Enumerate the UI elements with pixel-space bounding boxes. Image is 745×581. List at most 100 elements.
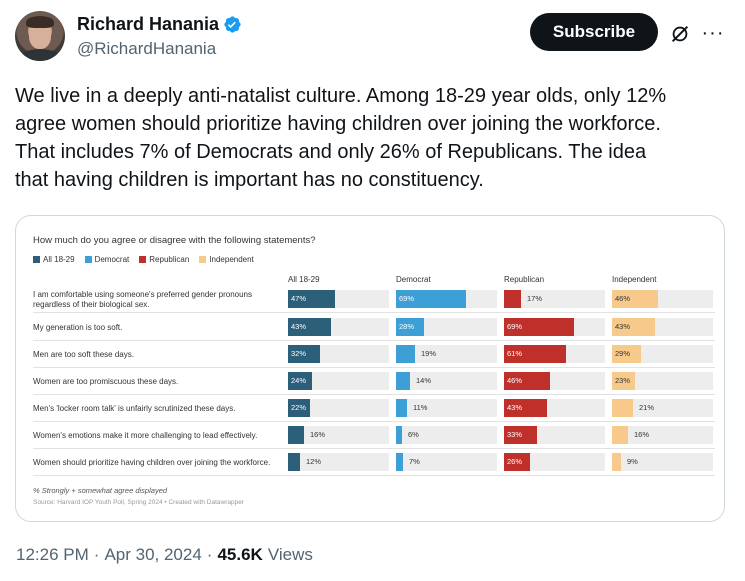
column-header: Republican: [504, 275, 545, 284]
bar-value-label: 26%: [507, 457, 523, 466]
bar: [288, 318, 331, 336]
views-label: Views: [267, 545, 313, 564]
bar-track: 46%: [504, 372, 605, 390]
bar: [612, 372, 635, 390]
timestamp-date[interactable]: Apr 30, 2024: [104, 545, 202, 564]
bar: [288, 345, 320, 363]
legend-item: Republican: [139, 255, 189, 264]
bar-value-label: 19%: [421, 349, 437, 358]
tweet-line: That includes 7% of Democrats and only 2…: [15, 141, 647, 163]
bar-track: 43%: [504, 399, 605, 417]
row-divider: [33, 394, 715, 395]
bar: [504, 318, 574, 336]
bar-value-label: 14%: [416, 376, 432, 385]
bar-track: 9%: [612, 453, 713, 471]
bar: [396, 399, 407, 417]
tweet-header: Richard Hanania @RichardHanania Subscrib…: [15, 11, 730, 63]
row-divider: [33, 448, 715, 449]
timestamp-time[interactable]: 12:26 PM: [16, 545, 89, 564]
bar: [396, 453, 403, 471]
tweet-line: We live in a deeply anti-natalist cultur…: [15, 85, 667, 107]
bar-track: 46%: [612, 290, 713, 308]
row-divider: [33, 340, 715, 341]
row-label: Men are too soft these days.: [33, 341, 283, 368]
column-header: Democrat: [396, 275, 431, 284]
legend-swatch: [199, 256, 207, 263]
row-label-line: I am comfortable using someone's preferr…: [33, 289, 252, 299]
bar-value-label: 17%: [527, 294, 543, 303]
bar-track: 33%: [504, 426, 605, 444]
bar: [504, 426, 537, 444]
tweet-text: We live in a deeply anti-natalist cultur…: [15, 82, 730, 194]
meta-separator: ·: [93, 545, 100, 564]
chart-row: Men are too soft these days. 32% 19% 61% 29%: [33, 341, 715, 368]
bar-track: 69%: [504, 318, 605, 336]
bar-value-label: 16%: [310, 430, 326, 439]
legend-swatch: [33, 256, 40, 263]
bar: [504, 453, 530, 471]
handle[interactable]: @RichardHanania: [77, 39, 217, 58]
bar-value-label: 43%: [507, 403, 523, 412]
bar-track: 47%: [288, 290, 389, 308]
row-divider: [33, 475, 715, 476]
bar-track: 29%: [612, 345, 713, 363]
bar-track: 22%: [288, 399, 389, 417]
legend-label: All 18-29: [43, 255, 75, 264]
row-label-line: My generation is too soft.: [33, 322, 123, 332]
more-options-icon[interactable]: ···: [701, 21, 725, 44]
legend-label: Republican: [149, 255, 190, 264]
chart-legend: All 18-29 Democrat Republican Independen…: [33, 255, 254, 264]
bar-value-label: 33%: [507, 430, 523, 439]
chart-row: Women are too promiscuous these days. 24%…: [33, 368, 715, 395]
bar: [396, 318, 424, 336]
display-name[interactable]: Richard Hanania: [77, 14, 220, 34]
bar-value-label: 24%: [291, 376, 307, 385]
row-label: My generation is too soft.: [33, 314, 283, 341]
bar: [612, 426, 628, 444]
chart-row: Women's emotions make it more challengin…: [33, 422, 715, 449]
bar-value-label: 69%: [507, 322, 523, 331]
bar-track: 12%: [288, 453, 389, 471]
column-header: Independent: [612, 275, 657, 284]
bar: [612, 345, 641, 363]
bar-value-label: 21%: [639, 403, 655, 412]
row-label-line: Men are too soft these days.: [33, 349, 134, 359]
bar-track: 6%: [396, 426, 497, 444]
row-label-line: Women's emotions make it more challengin…: [33, 430, 258, 440]
legend-swatch: [84, 256, 92, 263]
legend-label: Independent: [209, 255, 254, 264]
row-label-line: Women should prioritize having children …: [33, 457, 271, 467]
bar-track: 61%: [504, 345, 605, 363]
bar-value-label: 28%: [399, 322, 415, 331]
bar: [612, 318, 655, 336]
row-label-line: Men's 'locker room talk' is unfairly scr…: [33, 403, 236, 413]
bar-value-label: 23%: [615, 376, 631, 385]
bar-track: 28%: [396, 318, 497, 336]
bar-value-label: 9%: [627, 457, 638, 466]
subscribe-button[interactable]: Subscribe: [530, 13, 658, 51]
grok-icon[interactable]: [669, 23, 691, 45]
chart-row: Men's 'locker room talk' is unfairly scr…: [33, 395, 715, 422]
legend-item: Independent: [199, 255, 254, 264]
row-divider: [33, 367, 715, 368]
bar: [612, 453, 621, 471]
bar: [288, 372, 312, 390]
bar-track: 32%: [288, 345, 389, 363]
avatar[interactable]: [15, 11, 65, 61]
bar-value-label: 16%: [634, 430, 650, 439]
bar-track: 21%: [612, 399, 713, 417]
row-label-line: Women are too promiscuous these days.: [33, 376, 179, 386]
chart-row: My generation is too soft. 43% 28% 69% 43%: [33, 314, 715, 341]
column-header: All 18-29: [288, 275, 320, 284]
bar-value-label: 32%: [291, 349, 307, 358]
tweet-line: agree women should prioritize having chi…: [15, 113, 661, 135]
bar-value-label: 69%: [399, 294, 415, 303]
bar: [288, 290, 335, 308]
bar: [612, 290, 658, 308]
chart-image[interactable]: How much do you agree or disagree with t…: [15, 215, 725, 522]
bar-track: 24%: [288, 372, 389, 390]
bar-value-label: 7%: [409, 457, 420, 466]
bar: [288, 453, 300, 471]
bar-track: 7%: [396, 453, 497, 471]
row-label-line: regardless of their biological sex.: [33, 299, 150, 309]
